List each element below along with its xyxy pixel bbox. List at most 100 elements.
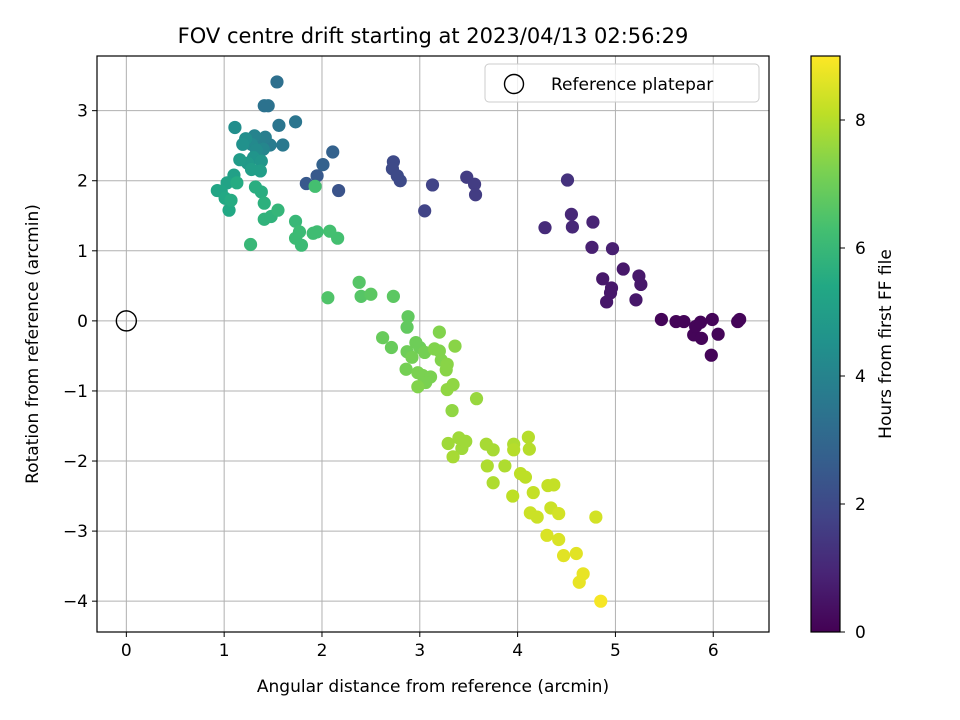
y-tick-label: 3: [77, 102, 88, 122]
legend-reference-marker: [503, 73, 525, 95]
data-point: [352, 275, 366, 289]
data-point: [257, 196, 271, 210]
data-points: [210, 75, 747, 608]
data-point: [616, 262, 630, 276]
data-point: [254, 154, 268, 168]
data-point: [540, 528, 554, 542]
data-point: [244, 162, 259, 177]
y-tick-label: −4: [63, 592, 88, 612]
x-tick-label: 6: [708, 641, 719, 661]
legend-box: [484, 63, 760, 103]
data-point: [432, 325, 446, 339]
data-point: [526, 485, 540, 500]
data-point: [530, 510, 544, 524]
data-point: [399, 362, 413, 376]
data-point: [654, 312, 669, 327]
data-point: [711, 327, 725, 341]
data-point: [459, 434, 473, 449]
data-point: [552, 532, 566, 547]
data-point: [445, 403, 459, 418]
y-tick-label: 2: [77, 172, 88, 192]
data-point: [288, 214, 303, 228]
y-axis-ticks: −4 −3 −2 −1 0 1 2 3: [63, 102, 97, 612]
data-point: [694, 331, 709, 345]
x-tick-label: 4: [512, 641, 523, 661]
data-point: [547, 478, 561, 492]
data-point: [400, 320, 414, 334]
data-point: [222, 203, 236, 217]
data-point: [585, 240, 599, 254]
data-point: [600, 295, 614, 309]
data-point: [411, 380, 425, 394]
data-point: [386, 289, 400, 303]
chart-title: FOV centre drift starting at 2023/04/13 …: [178, 24, 689, 48]
data-point: [233, 153, 247, 167]
data-point: [469, 392, 484, 406]
y-axis-label: Rotation from reference (arcmin): [23, 204, 43, 484]
data-point: [288, 115, 303, 129]
data-point: [224, 193, 238, 207]
data-point: [441, 436, 455, 451]
data-point: [486, 476, 500, 490]
y-tick-label: −2: [63, 452, 88, 472]
data-point: [425, 178, 440, 192]
data-point: [401, 310, 415, 324]
data-point: [693, 315, 708, 329]
data-point: [393, 174, 407, 188]
colorbar-label: Hours from first FF file: [876, 249, 896, 439]
data-point: [439, 363, 453, 377]
data-point: [272, 118, 286, 132]
data-point: [292, 225, 307, 239]
data-point: [310, 169, 324, 183]
y-tick-label: −3: [63, 522, 88, 542]
reference-point: [115, 310, 138, 332]
colorbar-tick-label: 8: [855, 111, 866, 131]
data-point: [276, 138, 290, 152]
data-point: [271, 203, 285, 217]
x-tick-label: 5: [610, 641, 621, 661]
data-point: [321, 291, 335, 305]
data-point: [733, 312, 747, 327]
data-point: [565, 220, 579, 234]
data-point: [261, 99, 275, 113]
colorbar: [810, 55, 841, 633]
legend: Reference platepar: [484, 63, 760, 103]
x-tick-label: 2: [317, 641, 328, 661]
data-point: [677, 314, 691, 329]
data-point: [332, 183, 346, 198]
data-point: [552, 506, 566, 521]
data-point: [446, 378, 460, 392]
y-tick-label: −1: [63, 382, 88, 402]
data-point: [448, 339, 462, 353]
data-point: [316, 158, 330, 172]
x-tick-label: 3: [414, 641, 425, 661]
colorbar-tick-label: 6: [855, 239, 866, 259]
data-point: [376, 331, 390, 345]
data-point: [538, 221, 552, 235]
data-point: [405, 350, 419, 364]
data-point: [310, 225, 324, 239]
data-point: [634, 277, 648, 292]
data-point: [331, 231, 345, 245]
data-point: [467, 177, 482, 191]
reference-marker: [115, 310, 138, 332]
data-point: [384, 340, 399, 355]
data-point: [605, 242, 620, 256]
y-tick-label: 0: [77, 312, 88, 332]
data-point: [243, 237, 258, 252]
data-point: [254, 185, 268, 199]
colorbar-tick-label: 4: [855, 367, 866, 387]
data-point: [569, 546, 583, 561]
x-tick-label: 0: [121, 641, 132, 661]
data-point: [364, 287, 378, 301]
data-point: [230, 176, 244, 190]
data-point: [564, 207, 579, 221]
data-point: [270, 75, 284, 89]
colorbar-tick-label: 0: [855, 623, 866, 643]
data-point: [521, 430, 535, 444]
data-point: [507, 443, 521, 457]
data-point: [705, 312, 719, 327]
data-point: [446, 450, 460, 464]
data-point: [236, 137, 250, 151]
